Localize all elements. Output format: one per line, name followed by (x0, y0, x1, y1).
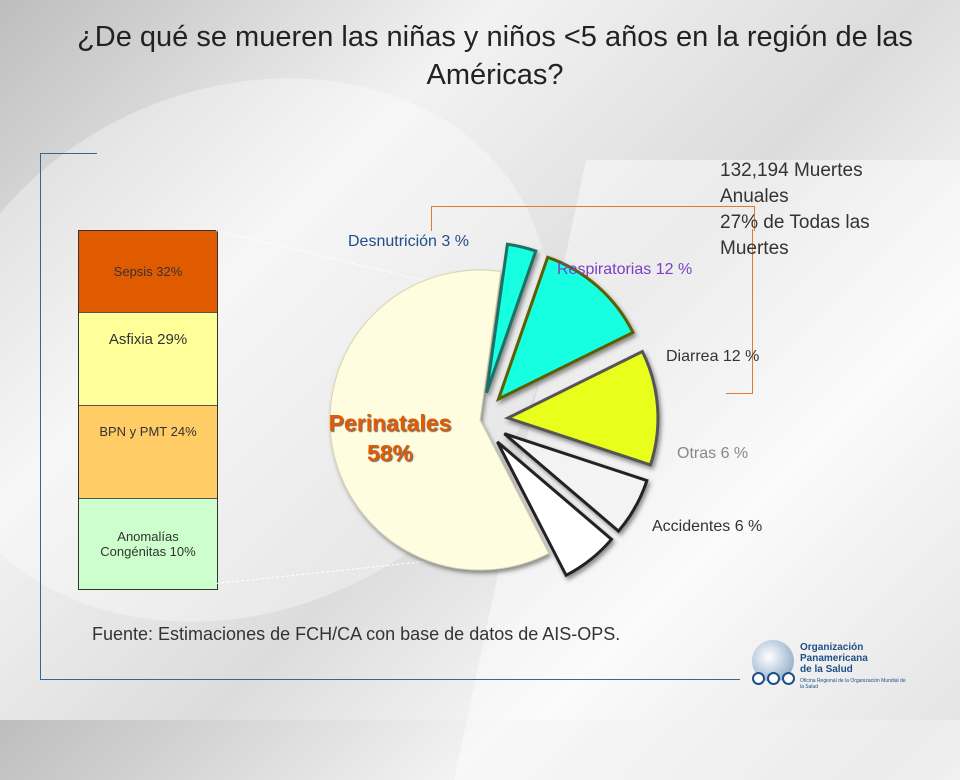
pie-label-accidentes: Accidentes 6 % (652, 518, 763, 535)
pie-label-perinatales: Perinatales 58% (300, 408, 480, 468)
bar-label-sepsis: Sepsis 32% (113, 264, 183, 279)
bar-label-bpn-pmt: BPN y PMT 24% (99, 424, 197, 439)
pie-chart (329, 242, 660, 578)
paho-logo: Organización Panamericana de la Salud Of… (752, 640, 912, 690)
bar-segment-sepsis: Sepsis 32% (79, 231, 217, 313)
deaths-callout: 132,194 Muertes Anuales 27% de Todas las… (720, 158, 940, 262)
source-note: Fuente: Estimaciones de FCH/CA con base … (92, 624, 621, 644)
stacked-bar-perinatal-breakdown: Sepsis 32% Asfixia 29% BPN y PMT 24% Ano… (78, 230, 218, 590)
callout-bracket-right (752, 229, 753, 393)
pie-label-desnutricion: Desnutrición 3 % (348, 233, 469, 250)
logo-subtitle: Oficina Regional de la Organización Mund… (800, 678, 906, 690)
pie-label-otras: Otras 6 % (677, 445, 749, 462)
pie-slice-perinatales (329, 269, 550, 571)
bar-label-asfixia: Asfixia 29% (108, 331, 188, 348)
bar-segment-anomalias: Anomalías Congénitas 10% (79, 499, 217, 589)
callout-bracket-bottom (726, 393, 753, 394)
frame-line-top (40, 153, 97, 154)
pie-label-perinatales-value: 58% (366, 440, 414, 466)
callout-bracket-top (431, 206, 755, 231)
bar-segment-asfixia: Asfixia 29% (79, 313, 217, 406)
rings-icon (752, 672, 795, 685)
callout-line-1: 132,194 Muertes (720, 160, 863, 181)
frame-line-bottom (40, 679, 740, 680)
pie-label-respiratorias: Respiratorias 12 % (557, 261, 693, 278)
slide-title: ¿De qué se mueren las niñas y niños <5 a… (77, 21, 913, 91)
pie-slice-desnutricion (485, 242, 538, 394)
pie-slice-otras (503, 432, 649, 534)
logo-wordmark: Organización Panamericana de la Salud (800, 642, 868, 675)
pie-label-perinatales-name: Perinatales (328, 410, 452, 436)
pie-label-diarrea: Diarrea 12 % (666, 348, 760, 365)
callout-line-2: Anuales (720, 186, 789, 207)
bar-label-anomalias: Anomalías Congénitas 10% (100, 529, 196, 559)
bar-segment-bpn-pmt: BPN y PMT 24% (79, 406, 217, 499)
callout-line-3: 27% de Todas las (720, 212, 870, 233)
frame-line-left (40, 153, 41, 680)
pie-slice-accidentes (496, 440, 614, 578)
pie-slice-diarrea (503, 349, 660, 467)
pie-slice-respiratorias (495, 255, 635, 402)
callout-line-4: Muertes (720, 238, 789, 259)
